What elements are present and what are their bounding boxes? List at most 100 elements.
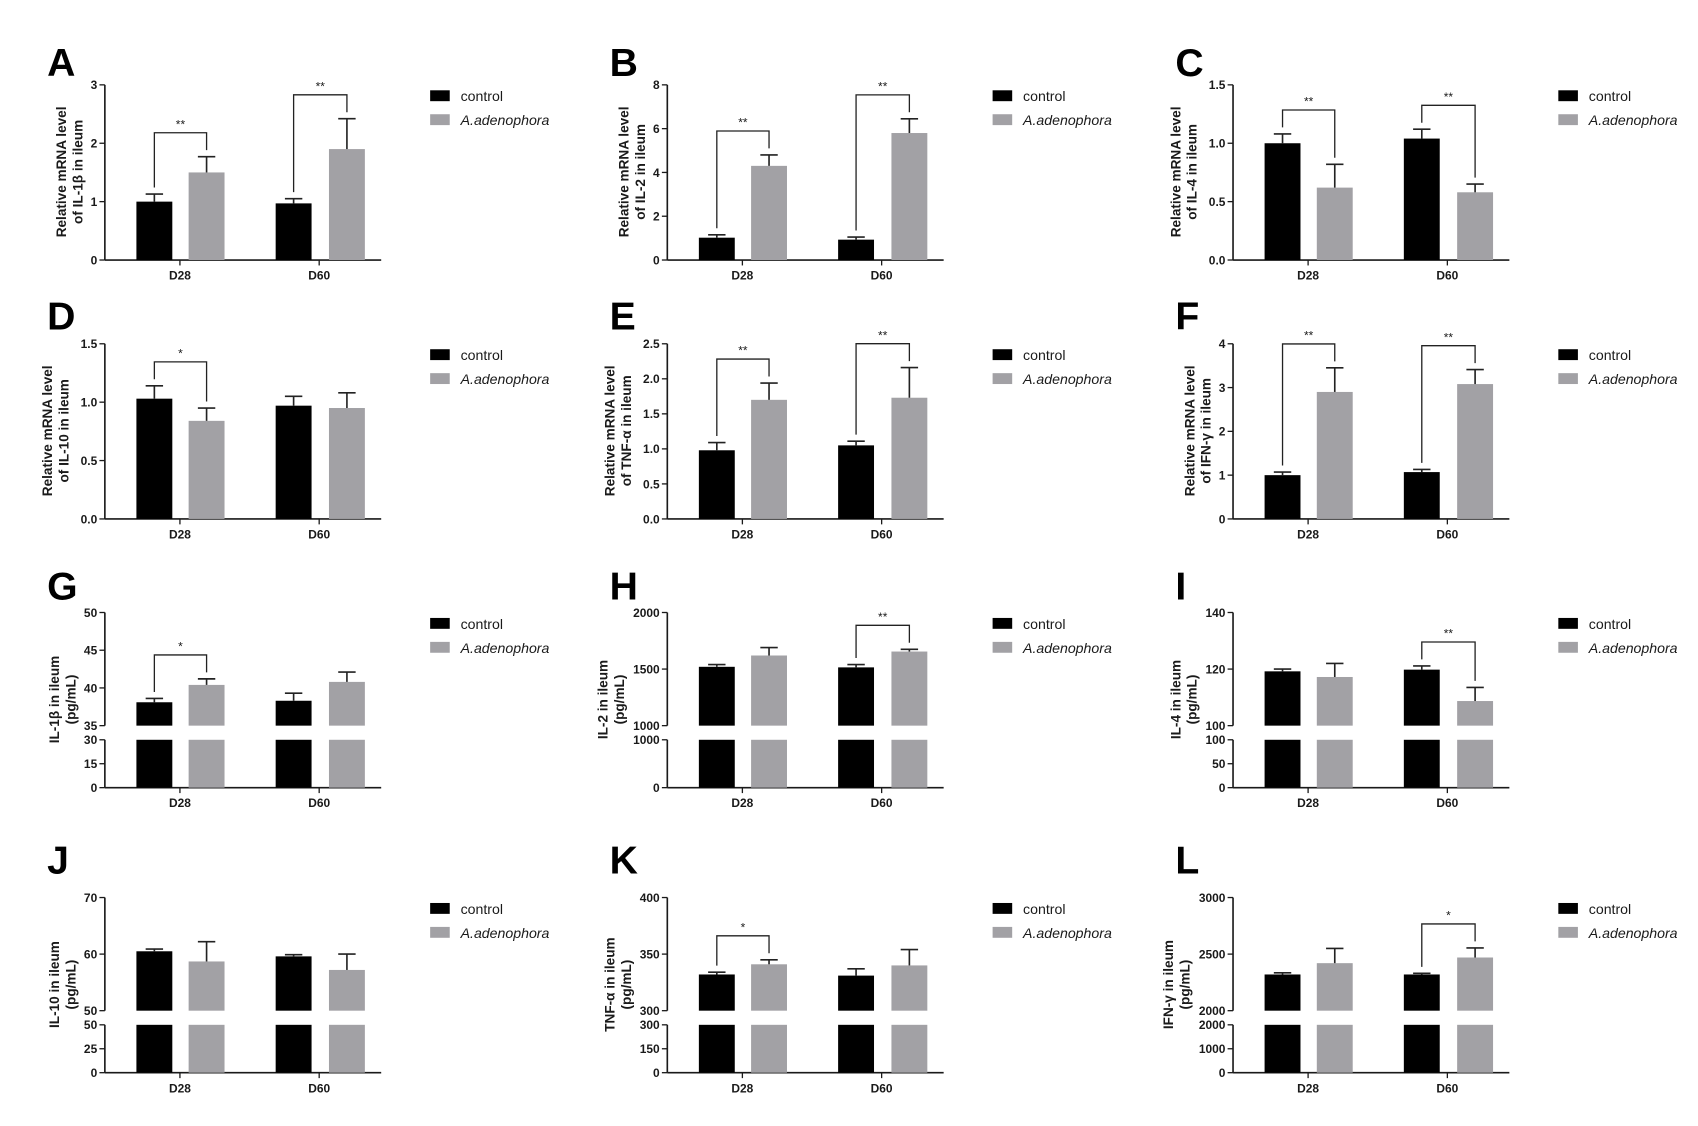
x-tick-label: D60 bbox=[871, 796, 893, 810]
y-tick-label: 2 bbox=[653, 210, 660, 224]
legend-swatch-a-adenophora bbox=[1558, 114, 1578, 126]
legend-label: control bbox=[461, 347, 503, 363]
legend-label: A.adenophora bbox=[1588, 925, 1678, 941]
y-tick-label: 100 bbox=[1205, 733, 1225, 747]
y-axis-label: IFN-γ in ileum bbox=[1161, 940, 1176, 1029]
bar-control-d28 bbox=[698, 666, 735, 726]
y-tick-label: 35 bbox=[84, 719, 98, 733]
legend-label: A.adenophora bbox=[460, 925, 550, 941]
legend-swatch-control bbox=[1558, 617, 1578, 629]
significance-marker: ** bbox=[1304, 329, 1314, 343]
y-tick-label: 2000 bbox=[1199, 1004, 1226, 1018]
bar-aadenophora-d60 bbox=[891, 133, 928, 261]
y-axis-label: IL-2 in ileum bbox=[595, 660, 610, 739]
y-tick-label: 50 bbox=[84, 606, 98, 620]
bar-aadenophora-d28 bbox=[751, 399, 787, 519]
legend-label: control bbox=[1023, 901, 1065, 917]
bar-aadenophora-d60-lower bbox=[1457, 1024, 1494, 1073]
bar-aadenophora-d60 bbox=[1457, 957, 1494, 1011]
bar-aadenophora-d28 bbox=[751, 964, 787, 1011]
y-tick-label: 140 bbox=[1205, 606, 1225, 620]
legend-label: control bbox=[1589, 88, 1631, 104]
legend-label: A.adenophora bbox=[1022, 371, 1112, 387]
significance-marker: ** bbox=[1304, 95, 1314, 109]
y-tick-label: 2000 bbox=[1199, 1018, 1226, 1032]
bar-aadenophora-d60 bbox=[328, 681, 365, 726]
bar-control-d28-lower bbox=[698, 1024, 735, 1073]
legend-label: control bbox=[1589, 347, 1631, 363]
y-tick-label: 350 bbox=[640, 947, 660, 961]
y-tick-label: 0 bbox=[653, 781, 660, 795]
legend-label: A.adenophora bbox=[1022, 925, 1112, 941]
legend-label: control bbox=[461, 901, 503, 917]
significance-marker: ** bbox=[176, 117, 186, 131]
x-tick-label: D60 bbox=[1436, 796, 1458, 810]
y-axis-label: Relative mRNA level bbox=[1168, 106, 1183, 237]
y-tick-label: 2500 bbox=[1199, 947, 1226, 961]
significance-bracket bbox=[1421, 104, 1476, 178]
bar-aadenophora-d60 bbox=[328, 149, 365, 261]
legend-swatch-control bbox=[430, 617, 450, 629]
bar-control-d60 bbox=[1403, 472, 1440, 519]
y-axis-label: IL-1β in ileum bbox=[47, 656, 62, 744]
significance-bracket bbox=[1421, 641, 1476, 681]
x-tick-label: D60 bbox=[871, 1081, 893, 1095]
legend-swatch-control bbox=[992, 617, 1013, 629]
y-axis-label: of IL-1β in ileum bbox=[71, 120, 86, 224]
y-tick-label: 2000 bbox=[633, 606, 660, 620]
bar-control-d28 bbox=[136, 951, 173, 1011]
y-axis-label: (pg/mL) bbox=[63, 960, 78, 1010]
y-tick-label: 1000 bbox=[633, 733, 660, 747]
bar-aadenophora-d60 bbox=[891, 397, 928, 519]
panel-letter: H bbox=[610, 565, 638, 608]
y-axis-label: (pg/mL) bbox=[63, 675, 78, 725]
y-axis-label: (pg/mL) bbox=[1185, 675, 1200, 725]
legend-swatch-a-adenophora bbox=[1558, 926, 1578, 938]
bar-aadenophora-d28 bbox=[751, 165, 787, 261]
bar-control-d28-lower bbox=[1264, 739, 1301, 788]
significance-bracket bbox=[716, 130, 770, 229]
bar-aadenophora-d28 bbox=[188, 172, 225, 261]
x-tick-label: D60 bbox=[308, 269, 330, 283]
y-axis-label: Relative mRNA level bbox=[617, 106, 632, 237]
bar-aadenophora-d60-lower bbox=[1457, 739, 1494, 788]
panel-letter: G bbox=[47, 565, 77, 608]
legend-swatch-a-adenophora bbox=[1558, 373, 1578, 385]
legend-label: control bbox=[1589, 616, 1631, 632]
x-tick-label: D28 bbox=[169, 1081, 191, 1095]
y-axis-label: (pg/mL) bbox=[619, 960, 634, 1010]
panel-c: C 0.0 0.5 1.0 1.5 Relative mRNA level of IL-4 … bbox=[1168, 42, 1677, 282]
legend-swatch-a-adenophora bbox=[430, 641, 450, 653]
x-tick-label: D28 bbox=[731, 796, 753, 810]
bar-aadenophora-d28 bbox=[188, 961, 225, 1011]
panel-letter: I bbox=[1175, 565, 1186, 608]
panel-letter: K bbox=[610, 840, 638, 883]
bar-aadenophora-d60 bbox=[891, 651, 928, 726]
bar-aadenophora-d60 bbox=[328, 408, 365, 519]
y-tick-label: 0 bbox=[91, 253, 98, 267]
significance-bracket bbox=[855, 94, 911, 231]
significance-bracket bbox=[153, 361, 208, 402]
bar-control-d28 bbox=[1264, 974, 1301, 1011]
bar-aadenophora-d60-lower bbox=[328, 1024, 365, 1073]
y-tick-label: 300 bbox=[640, 1004, 660, 1018]
legend-label: control bbox=[1023, 347, 1065, 363]
bar-control-d28 bbox=[136, 201, 173, 261]
x-tick-label: D60 bbox=[1436, 1081, 1458, 1095]
legend-label: A.adenophora bbox=[1588, 112, 1678, 128]
legend-swatch-control bbox=[1558, 349, 1578, 361]
y-tick-label: 60 bbox=[84, 947, 98, 961]
legend-swatch-a-adenophora bbox=[992, 373, 1013, 385]
x-tick-label: D60 bbox=[308, 528, 330, 542]
bar-aadenophora-d60 bbox=[328, 969, 365, 1011]
bar-aadenophora-d28 bbox=[188, 420, 225, 519]
bar-control-d60 bbox=[275, 700, 312, 726]
y-tick-label: 2 bbox=[1219, 425, 1226, 439]
y-tick-label: 0 bbox=[91, 1066, 98, 1080]
x-tick-label: D60 bbox=[308, 1081, 330, 1095]
legend-swatch-a-adenophora bbox=[992, 926, 1013, 938]
significance-marker: ** bbox=[316, 79, 326, 93]
legend-swatch-control bbox=[992, 90, 1013, 102]
bar-control-d60 bbox=[838, 667, 875, 726]
